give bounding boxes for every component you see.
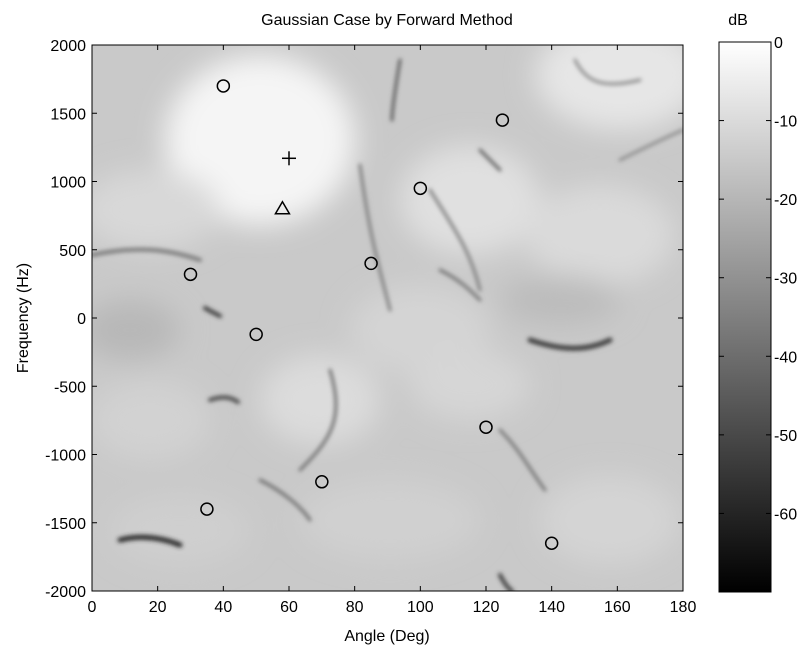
y-tick-label: -1500: [45, 516, 86, 533]
triangle-marker: [274, 200, 291, 215]
x-tick-label: 120: [473, 599, 500, 616]
circle-marker: [183, 267, 198, 282]
x-tick-label: 0: [88, 599, 97, 616]
colorbar-ticks: 0 -10 -20 -30 -40 -50 -60: [719, 35, 797, 523]
x-tick-label: 100: [407, 599, 434, 616]
x-tick-label: 140: [538, 599, 565, 616]
colorbar-tick-label: -10: [774, 114, 797, 131]
y-tick-label: -500: [54, 379, 86, 396]
markers: [183, 79, 559, 550]
y-tick-label: 500: [59, 243, 86, 260]
x-tick-label: 180: [670, 599, 697, 616]
heatmap-field: [92, 45, 683, 591]
circle-marker: [413, 181, 428, 196]
y-tick-label: -1000: [45, 448, 86, 465]
colorbar-tick-label: 0: [774, 35, 783, 52]
x-axis-label: Angle (Deg): [344, 628, 429, 645]
x-tick-label: 80: [346, 599, 364, 616]
x-axis: 0 20 40 60 80 100 120 140 160 180: [88, 45, 697, 616]
circle-marker: [200, 502, 214, 516]
circle-marker: [544, 536, 559, 550]
chart-title: Gaussian Case by Forward Method: [261, 12, 513, 29]
colorbar-tick-label: -20: [774, 192, 797, 209]
colorbar-tick-label: -40: [774, 349, 797, 366]
x-tick-label: 60: [280, 599, 298, 616]
colorbar-tick-label: -30: [774, 271, 797, 288]
circle-marker: [249, 327, 263, 342]
circle-marker: [315, 475, 329, 489]
y-tick-label: 0: [77, 311, 86, 328]
circle-marker: [364, 256, 378, 271]
y-tick-label: 1500: [50, 106, 86, 123]
x-tick-label: 40: [214, 599, 232, 616]
circle-marker: [479, 420, 493, 434]
x-tick-label: 20: [149, 599, 167, 616]
y-tick-label: 1000: [50, 175, 86, 192]
circle-marker: [495, 113, 510, 127]
colorbar: [718, 41, 772, 593]
y-axis-label: Frequency (Hz): [15, 263, 32, 373]
circle-marker: [216, 79, 231, 93]
y-tick-label: 2000: [50, 38, 86, 55]
y-axis: -2000 -1500 -1000 -500 0 500 1000 1500 2000: [45, 38, 683, 601]
colorbar-tick-label: -60: [774, 506, 797, 523]
x-tick-label: 160: [604, 599, 631, 616]
y-tick-label: -2000: [45, 584, 86, 601]
plus-marker: [282, 151, 296, 166]
colorbar-tick-label: -50: [774, 428, 797, 445]
colorbar-label: dB: [728, 12, 748, 29]
